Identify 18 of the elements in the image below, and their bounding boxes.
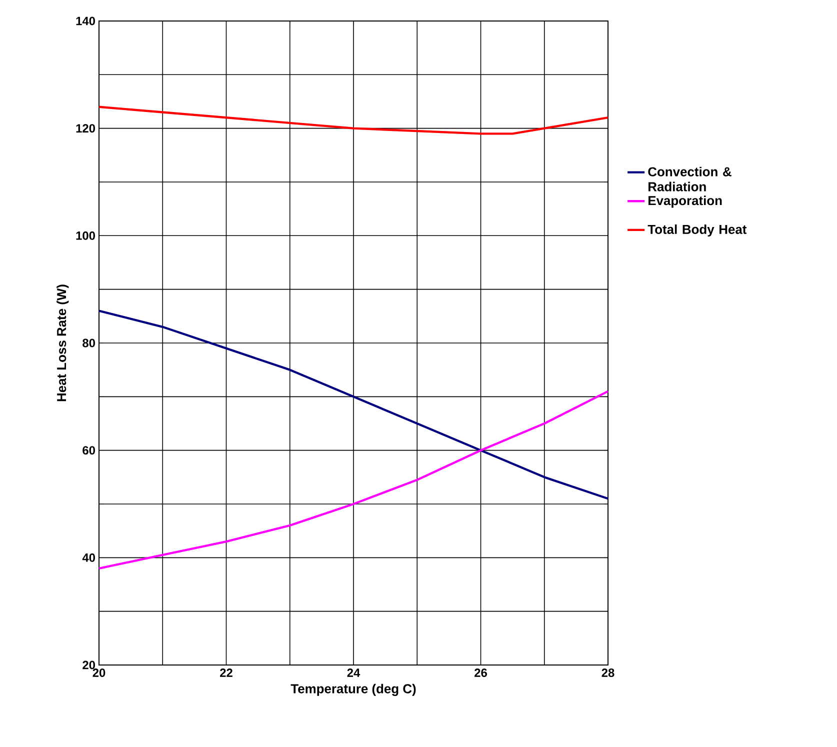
y-tick-label: 60 <box>82 446 95 455</box>
y-axis-title: Heat Loss Rate (W) <box>56 284 69 402</box>
legend-label: Convection & Radiation <box>648 166 732 192</box>
y-tick-label: 40 <box>82 553 95 562</box>
y-tick-label: 140 <box>76 16 95 26</box>
line-series <box>98 390 610 570</box>
x-tick-label: 28 <box>602 668 614 677</box>
x-tick-label: 22 <box>220 668 232 677</box>
x-tick-label: 24 <box>347 668 360 677</box>
y-tick-label: 20 <box>82 660 95 670</box>
legend-label: Total Body Heat <box>648 224 747 237</box>
x-tick-label: 26 <box>474 668 487 677</box>
legend-label: Evaporation <box>648 196 722 208</box>
y-tick-label: 120 <box>76 124 95 133</box>
y-tick-label: 80 <box>82 338 95 348</box>
x-tick-label: 20 <box>92 668 106 677</box>
y-tick-label: 100 <box>76 231 95 240</box>
x-axis-title: Temperature (deg C) <box>290 684 416 696</box>
